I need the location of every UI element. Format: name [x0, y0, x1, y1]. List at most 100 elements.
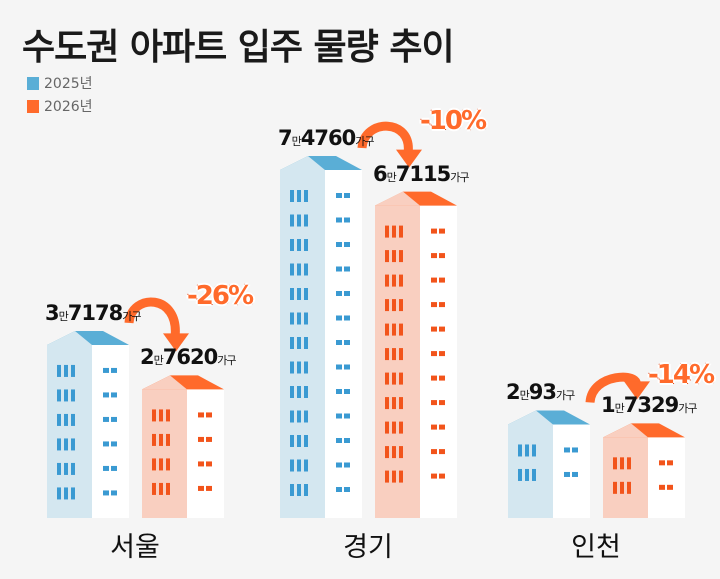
window-icon	[431, 277, 437, 283]
window-icon	[57, 389, 61, 402]
window-icon	[198, 412, 204, 418]
window-icon	[336, 242, 342, 247]
window-icon	[613, 481, 617, 494]
unit-household: 가구	[355, 135, 374, 148]
window-icon	[336, 364, 342, 370]
window-icon	[518, 444, 522, 457]
window-icon	[344, 364, 350, 370]
building-side-0	[508, 424, 553, 518]
window-icon	[439, 473, 445, 479]
window-icon	[336, 266, 342, 272]
value-label: 2만93가구	[506, 380, 575, 404]
building-front-1	[420, 205, 457, 518]
unit-man: 만	[291, 135, 302, 148]
window-icon	[297, 263, 301, 276]
window-icon	[336, 217, 342, 223]
legend-label-2026: 2026년	[44, 99, 93, 115]
window-icon	[206, 461, 212, 467]
building-front-0	[325, 170, 362, 518]
window-icon	[439, 253, 445, 259]
window-icon	[304, 361, 308, 374]
window-icon	[385, 348, 389, 361]
window-icon	[336, 462, 342, 468]
value-label-rest: 4760	[300, 126, 356, 150]
category-label-text: 서울	[110, 532, 160, 563]
window-icon	[399, 446, 403, 459]
value-label: 1만7329가구	[601, 393, 697, 417]
window-icon	[431, 424, 437, 430]
unit-household: 가구	[217, 354, 236, 368]
window-icon	[152, 458, 156, 471]
window-icon	[336, 487, 342, 492]
window-icon	[385, 323, 389, 336]
window-icon	[439, 302, 445, 308]
window-icon	[392, 470, 396, 483]
window-icon	[399, 348, 403, 361]
building-front-0	[553, 424, 590, 518]
window-icon	[344, 242, 350, 247]
window-icon	[399, 372, 403, 385]
value-label-rest: 7620	[162, 345, 218, 370]
window-icon	[297, 337, 301, 349]
window-icon	[198, 485, 204, 491]
window-icon	[71, 438, 75, 451]
window-icon	[439, 351, 445, 357]
value-label-man: 2	[140, 345, 155, 370]
window-icon	[159, 409, 163, 422]
window-icon	[399, 421, 403, 434]
unit-man: 만	[153, 354, 164, 368]
window-icon	[344, 266, 350, 272]
window-icon	[103, 465, 109, 471]
window-icon	[304, 386, 308, 398]
window-icon	[71, 389, 75, 402]
window-icon	[159, 433, 163, 446]
value-label-man: 7	[278, 126, 293, 150]
window-icon	[431, 326, 437, 332]
window-icon	[198, 461, 204, 467]
window-icon	[336, 315, 342, 321]
change-arrow	[357, 121, 413, 155]
window-icon	[166, 433, 170, 446]
window-icon	[344, 217, 350, 223]
window-icon	[627, 481, 631, 494]
window-icon	[344, 487, 350, 492]
window-icon	[344, 438, 350, 443]
window-icon	[64, 364, 68, 377]
window-icon	[297, 435, 301, 447]
window-icon	[152, 482, 156, 495]
window-icon	[297, 484, 301, 496]
window-icon	[525, 468, 529, 481]
window-icon	[297, 459, 301, 472]
window-icon	[336, 340, 342, 345]
window-icon	[304, 435, 308, 447]
window-icon	[290, 484, 294, 496]
window-icon	[385, 274, 389, 287]
change-percent-text: -14%	[648, 360, 715, 391]
window-icon	[613, 457, 617, 470]
window-icon	[103, 392, 109, 398]
window-icon	[392, 348, 396, 361]
window-icon	[385, 250, 389, 263]
window-icon	[399, 299, 403, 312]
window-icon	[206, 485, 212, 491]
legend-swatch-2026	[27, 99, 39, 113]
building-side-1	[375, 205, 420, 518]
change-percent: -26%	[187, 281, 254, 311]
window-icon	[166, 458, 170, 471]
window-icon	[385, 397, 389, 410]
building-roof-side-1	[142, 375, 187, 390]
window-icon	[290, 337, 294, 349]
building-roof-side-0	[47, 330, 92, 345]
window-icon	[564, 447, 570, 453]
window-icon	[304, 239, 308, 251]
window-icon	[297, 190, 301, 202]
category-label: 서울	[55, 525, 215, 564]
window-icon	[620, 457, 624, 470]
change-arrow-head	[396, 149, 422, 168]
window-icon	[431, 375, 437, 381]
value-label: 7만4760가구	[278, 126, 374, 150]
window-icon	[304, 312, 308, 325]
window-icon	[399, 225, 403, 238]
building-front-0	[92, 344, 129, 518]
